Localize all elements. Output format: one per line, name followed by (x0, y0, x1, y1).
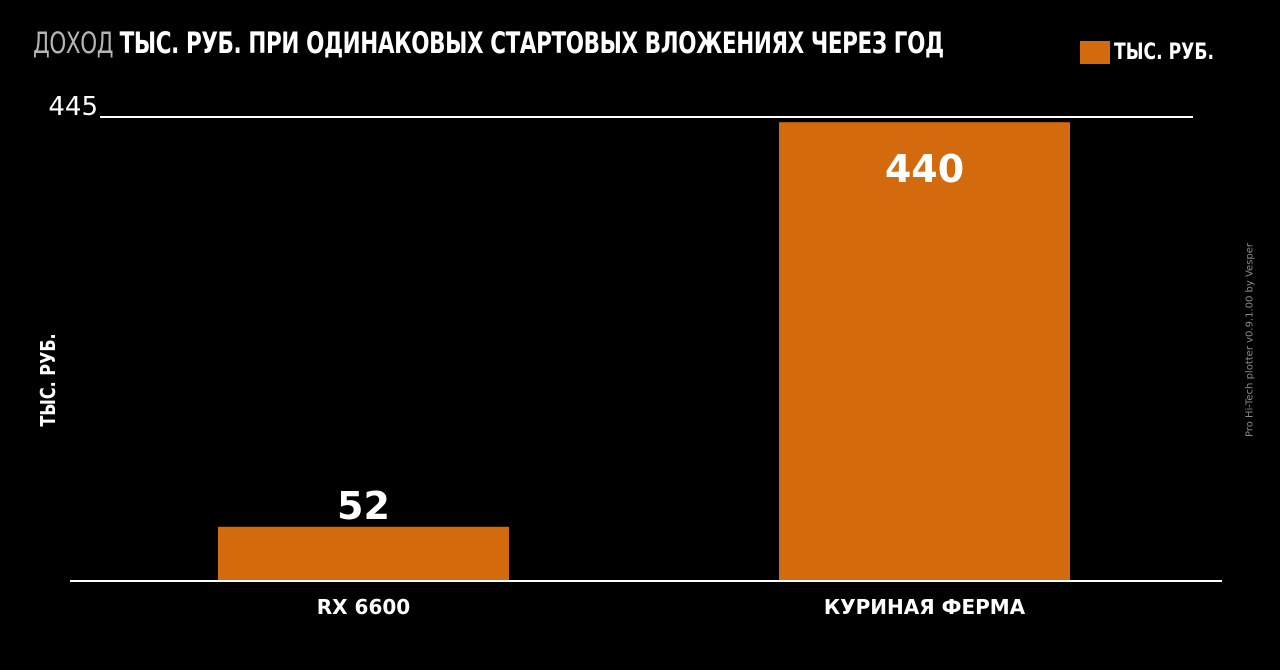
bar-1 (218, 526, 509, 581)
chart-title-bold: ТЫС. РУБ. ПРИ ОДИНАКОВЫХ СТАРТОВЫХ ВЛОЖЕ… (119, 26, 944, 60)
chart-title-light: ДОХОД (33, 26, 114, 60)
x-tick-label-2: КУРИНАЯ ФЕРМА (824, 595, 1026, 619)
y-tick-label: 445 (48, 92, 98, 122)
chart-title: ДОХОД ТЫС. РУБ. ПРИ ОДИНАКОВЫХ СТАРТОВЫХ… (33, 26, 944, 60)
data-label-1: 52 (337, 484, 390, 528)
legend: ТЫС. РУБ. (1080, 40, 1242, 65)
data-label-2: 440 (885, 147, 964, 191)
x-tick-label-1: RX 6600 (317, 595, 410, 619)
bar-2 (779, 122, 1070, 581)
legend-label: ТЫС. РУБ. (1114, 40, 1214, 65)
legend-swatch (1080, 41, 1110, 64)
